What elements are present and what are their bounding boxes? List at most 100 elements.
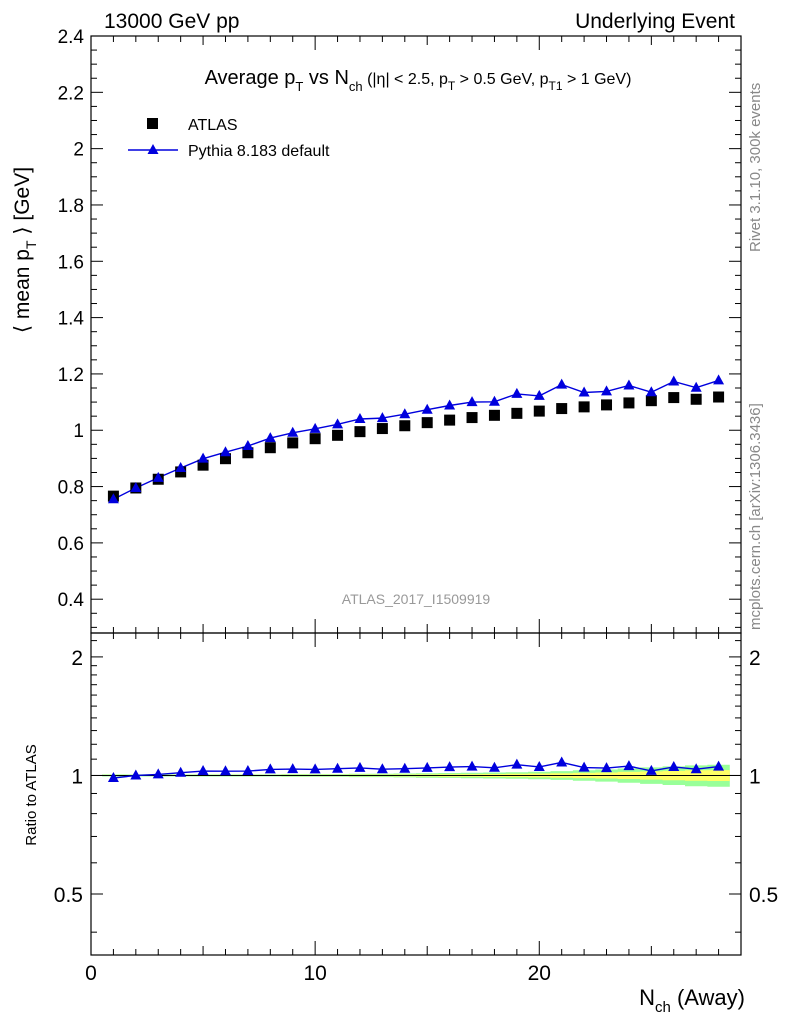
ratio-pythia-point <box>690 763 702 774</box>
main-y-tick-label: 1 <box>73 421 84 442</box>
pythia-point <box>578 386 590 397</box>
side-text-rivet: Rivet 3.1.10, 300k events <box>747 83 764 252</box>
main-series <box>107 374 725 504</box>
y-axis-label: ⟨ mean pT ⟩ [GeV] <box>11 167 39 333</box>
header-right: Underlying Event <box>575 10 735 33</box>
atlas-point <box>376 423 388 435</box>
atlas-point <box>645 395 657 407</box>
pythia-point <box>421 403 433 414</box>
main-y-tick-label: 2.2 <box>58 83 84 104</box>
atlas-point <box>488 409 500 421</box>
ratio-pythia-point <box>219 765 231 776</box>
atlas-point <box>264 442 276 454</box>
pythia-point <box>332 418 344 429</box>
atlas-point <box>242 447 254 459</box>
pythia-point <box>690 381 702 392</box>
main-axis-ticks: 0.4 0.6 0.8 1 1.2 1.4 1.6 1.8 2 2.2 2.4 <box>58 27 742 633</box>
atlas-point <box>668 392 680 404</box>
pythia-point <box>197 452 209 463</box>
atlas-point <box>421 417 433 429</box>
x-tick-label: 0 <box>85 962 97 985</box>
atlas-point <box>444 414 456 426</box>
ratio-pythia-point <box>376 763 388 774</box>
pythia-point <box>488 395 500 406</box>
header-left: 13000 GeV pp <box>104 10 239 33</box>
ratio-pythia-point <box>645 764 657 775</box>
ratio-pythia-point <box>533 760 545 771</box>
main-y-tick-label: 1.4 <box>58 309 85 330</box>
atlas-point <box>690 393 702 405</box>
atlas-point <box>219 453 231 465</box>
ratio-pythia-point <box>287 763 299 774</box>
atlas-point <box>533 405 545 417</box>
atlas-point <box>578 401 590 413</box>
ratio-y-tick-label: 1 <box>71 765 83 788</box>
ratio-pythia-point <box>130 769 142 780</box>
atlas-point <box>309 433 321 445</box>
pythia-line <box>113 379 719 500</box>
ratio-y-tick-label-right: 1 <box>749 765 761 788</box>
pythia-point <box>556 378 568 389</box>
ratio-pythia-point <box>466 760 478 771</box>
ratio-pythia-point <box>264 763 276 774</box>
atlas-point <box>601 399 613 411</box>
pythia-point <box>242 440 254 451</box>
atlas-point <box>332 429 344 441</box>
ratio-plot-frame <box>90 632 742 956</box>
ratio-pythia-point <box>511 758 523 769</box>
main-y-tick-label: 0.8 <box>58 478 84 499</box>
legend-label-pythia: Pythia 8.183 default <box>188 143 330 160</box>
main-y-tick-label: 1.8 <box>58 196 84 217</box>
pythia-point <box>264 432 276 443</box>
x-axis-label: Nch (Away) <box>639 985 745 1016</box>
ratio-pythia-point <box>152 768 164 779</box>
ratio-band <box>91 764 741 787</box>
main-y-tick-label: 2 <box>73 140 84 161</box>
atlas-point <box>354 426 366 438</box>
ratio-y-tick-label-right: 2 <box>749 647 761 670</box>
atlas-point <box>713 391 725 403</box>
pythia-point <box>668 375 680 386</box>
pythia-point <box>601 385 613 396</box>
ratio-pythia-point <box>332 762 344 773</box>
pythia-point <box>107 493 119 504</box>
ratio-pythia-line <box>113 761 719 779</box>
main-y-tick-label: 1.6 <box>58 252 84 273</box>
atlas-point <box>399 420 411 432</box>
atlas-point <box>511 407 523 419</box>
pythia-point <box>399 408 411 419</box>
ratio-pythia-point <box>107 772 119 783</box>
atlas-point <box>556 403 568 415</box>
ratio-y-axis-label: Ratio to ATLAS <box>23 744 40 845</box>
ratio-y-tick-label: 0.5 <box>54 884 83 907</box>
legend-marker-atlas <box>147 118 158 129</box>
pythia-point <box>354 412 366 423</box>
x-tick-label: 10 <box>303 962 326 985</box>
pythia-point <box>287 426 299 437</box>
atlas-point <box>197 459 209 471</box>
ratio-pythia-point <box>601 762 613 773</box>
ratio-pythia-point <box>668 760 680 771</box>
pythia-point <box>130 481 142 492</box>
pythia-point <box>713 374 725 385</box>
ratio-series <box>107 756 725 783</box>
side-text-mcplots: mcplots.cern.ch [arXiv:1306.3436] <box>747 403 764 630</box>
ratio-y-tick-label-right: 0.5 <box>749 884 778 907</box>
ratio-pythia-point <box>399 762 411 773</box>
pythia-point <box>466 396 478 407</box>
watermark: ATLAS_2017_I1509919 <box>342 591 491 607</box>
pythia-point <box>645 386 657 397</box>
legend-marker-pythia <box>147 144 159 154</box>
main-y-tick-label: 0.6 <box>58 534 84 555</box>
legend-label-atlas: ATLAS <box>188 117 238 134</box>
ratio-pythia-point <box>197 765 209 776</box>
ratio-pythia-point <box>354 761 366 772</box>
atlas-point <box>287 437 299 449</box>
pythia-point <box>623 379 635 390</box>
pythia-point <box>511 387 523 398</box>
ratio-pythia-point <box>578 761 590 772</box>
main-y-tick-label: 2.4 <box>58 27 85 48</box>
main-y-tick-label: 1.2 <box>58 365 84 386</box>
pythia-point <box>175 461 187 472</box>
